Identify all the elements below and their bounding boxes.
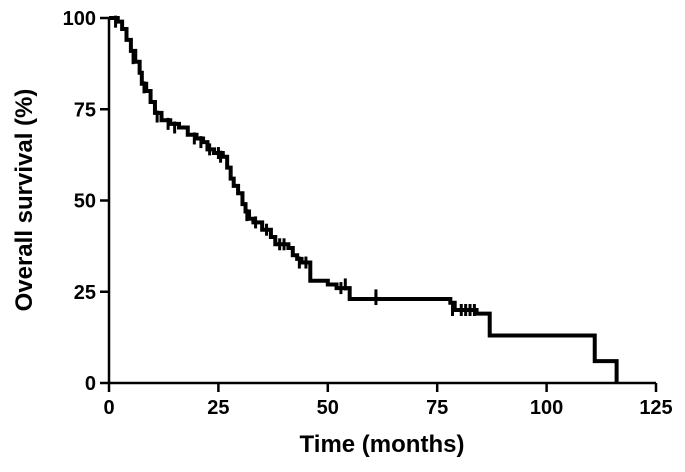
x-tick-label: 50 — [317, 397, 339, 419]
survival-line — [109, 16, 619, 383]
survival-curve — [109, 16, 619, 383]
x-ticks: 0 25 50 75 100 125 — [103, 383, 673, 419]
x-tick-label: 100 — [530, 397, 563, 419]
y-tick-label: 0 — [85, 373, 96, 395]
x-tick-label: 25 — [207, 397, 229, 419]
y-ticks: 0 25 50 75 100 — [63, 8, 109, 395]
x-tick-label: 0 — [103, 397, 114, 419]
y-tick-label: 75 — [74, 99, 96, 121]
y-axis-title: Overall survival (%) — [11, 89, 38, 312]
x-tick-label: 75 — [426, 397, 448, 419]
x-axis-title: Time (months) — [300, 431, 465, 458]
censor-marks — [114, 15, 476, 316]
y-tick-label: 25 — [74, 282, 96, 304]
y-tick-label: 50 — [74, 191, 96, 213]
y-tick-label: 100 — [63, 8, 96, 30]
x-tick-label: 125 — [639, 397, 672, 419]
axes — [107, 18, 656, 385]
